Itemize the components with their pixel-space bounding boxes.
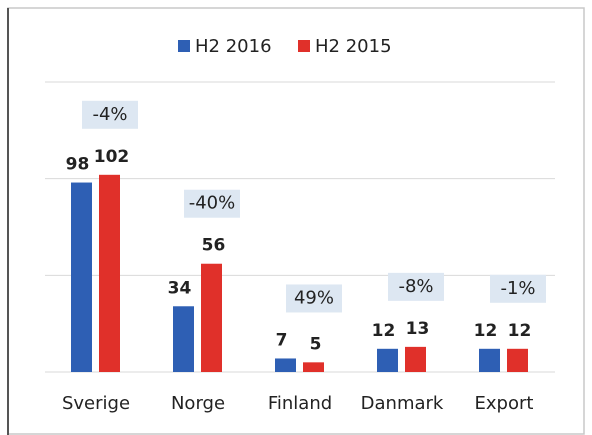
x-tick-label: Danmark (361, 393, 444, 414)
data-label: 12 (372, 321, 396, 341)
bar (71, 182, 92, 372)
data-label: 56 (202, 236, 226, 256)
annotation-box (184, 189, 240, 218)
bar (99, 174, 120, 372)
bar (201, 263, 222, 372)
data-label: 13 (406, 319, 430, 339)
bar (173, 306, 194, 372)
annotation-box (82, 100, 138, 129)
data-label: 5 (310, 334, 322, 354)
data-label: 98 (66, 155, 90, 175)
legend-label: H2 2016 (195, 36, 272, 57)
x-tick-label: Norge (171, 393, 225, 414)
data-label: 102 (94, 147, 130, 167)
x-tick-label: Sverige (62, 393, 130, 414)
annotation-box (388, 272, 444, 301)
annotation: -8% (398, 276, 433, 297)
legend-swatch (178, 40, 190, 52)
legend-label: H2 2015 (315, 36, 392, 57)
bar (479, 348, 500, 372)
annotation: -4% (92, 104, 127, 125)
annotation: -1% (500, 278, 535, 299)
bar (303, 362, 324, 372)
data-label: 12 (508, 321, 532, 341)
data-label: 34 (168, 278, 192, 298)
annotation: -40% (189, 193, 236, 214)
legend-swatch (298, 40, 310, 52)
x-tick-label: Export (475, 393, 534, 414)
data-label: 12 (474, 321, 498, 341)
bar (377, 348, 398, 372)
annotation-box (490, 274, 546, 303)
annotation: 49% (294, 287, 334, 308)
x-tick-label: Finland (268, 393, 332, 414)
annotation-box (286, 284, 342, 313)
bar (507, 348, 528, 372)
bar (405, 346, 426, 372)
data-label: 7 (276, 330, 288, 350)
bar (275, 358, 296, 372)
